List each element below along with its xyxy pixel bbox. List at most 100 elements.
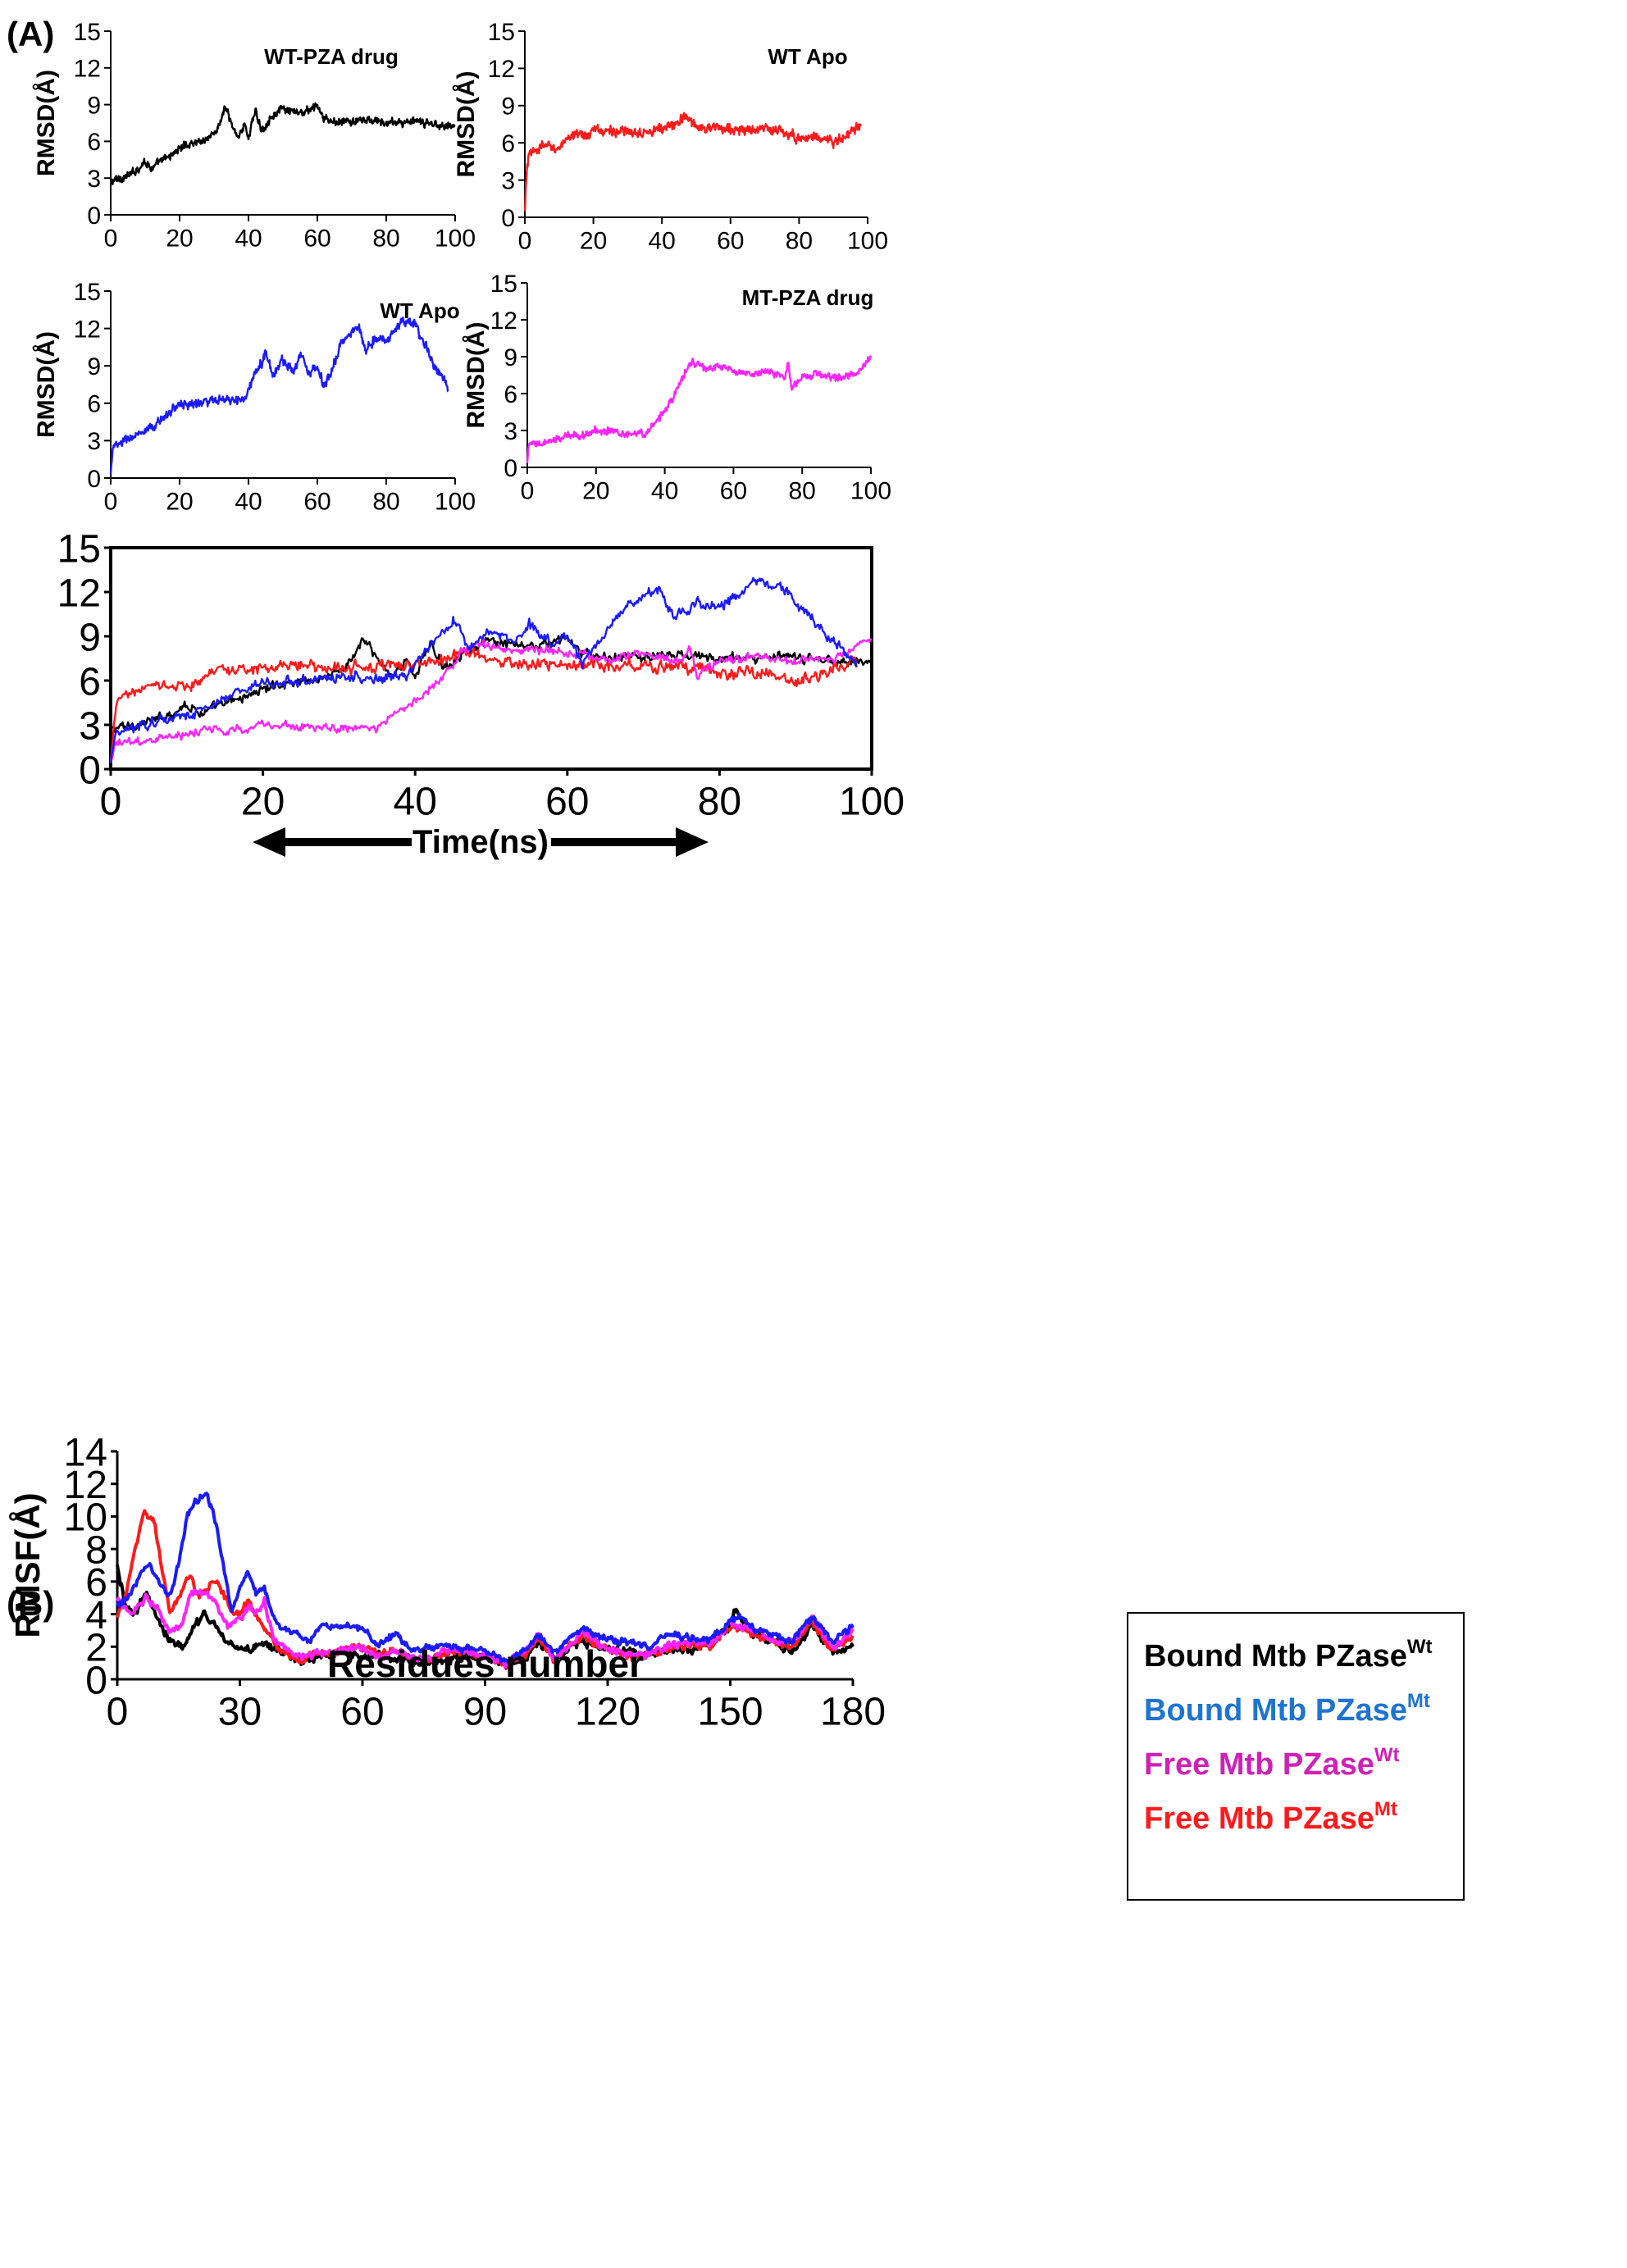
y-tick-label: 15 xyxy=(488,19,515,46)
y-tick-label: 0 xyxy=(504,455,517,482)
x-tick-label: 180 xyxy=(820,1691,886,1734)
legend-entry: Free Mtb PZaseWt xyxy=(1144,1744,1400,1782)
y-tick-label: 0 xyxy=(501,205,515,232)
x-tick-label: 60 xyxy=(303,489,330,516)
chart-rmsd-wt-pza: 0 3 6 9 12 15 0 20 40 60 80 100 RMSD(Å) WT-PZA drug xyxy=(33,19,476,253)
x-tick-label: 40 xyxy=(649,228,676,255)
x-tick-label: 80 xyxy=(372,489,399,516)
y-tick-label: 15 xyxy=(74,19,101,46)
legend-superscript: Mt xyxy=(1374,1798,1397,1820)
series-line xyxy=(109,317,449,475)
x-tick-label: 60 xyxy=(303,225,330,253)
y-tick-label: 15 xyxy=(490,271,517,298)
y-axis-title: RMSD(Å) xyxy=(33,331,60,438)
y-tick-label: 6 xyxy=(87,391,101,418)
legend-box xyxy=(1127,1612,1465,1901)
panel-annotation: WT-PZA drug xyxy=(264,44,399,69)
x-tick-label: 40 xyxy=(651,478,678,505)
y-tick-label: 9 xyxy=(87,353,101,380)
x-tick-label: 120 xyxy=(575,1691,640,1734)
series-line xyxy=(526,355,873,463)
y-tick-label: 6 xyxy=(504,381,517,408)
y-axis-title: RMSF(Å) xyxy=(8,1492,47,1637)
x-tick-label: 100 xyxy=(839,781,905,824)
x-tick-label: 90 xyxy=(463,1691,507,1734)
y-tick-label: 4 xyxy=(85,1594,107,1637)
panel-label-b: (B) xyxy=(7,1584,54,1623)
x-tick-label: 0 xyxy=(100,781,122,824)
x-tick-label: 20 xyxy=(166,225,193,253)
y-tick-label: 12 xyxy=(57,572,101,615)
y-tick-label: 0 xyxy=(79,749,101,792)
x-tick-label: 40 xyxy=(235,225,262,253)
y-tick-label: 15 xyxy=(57,527,101,571)
plot-frame xyxy=(109,546,873,771)
x-tick-label: 80 xyxy=(789,478,816,505)
y-axis-title: RMSD(Å) xyxy=(453,71,480,178)
legend-entry: Bound Mtb PZaseMt xyxy=(1144,1690,1430,1728)
y-tick-label: 6 xyxy=(87,129,101,156)
x-axis-title: Time(ns) xyxy=(412,824,549,860)
panel-annotation: WT Apo xyxy=(380,298,459,323)
x-tick-label: 0 xyxy=(104,225,118,253)
x-tick-label: 0 xyxy=(521,478,535,505)
y-tick-label: 12 xyxy=(488,56,515,83)
x-tick-label: 150 xyxy=(697,1691,763,1734)
series-line xyxy=(116,1492,855,1665)
x-tick-label: 100 xyxy=(435,225,476,253)
x-tick-label: 60 xyxy=(340,1691,384,1734)
series-line xyxy=(110,633,873,734)
y-tick-label: 9 xyxy=(504,344,517,371)
x-tick-label: 100 xyxy=(847,228,888,255)
legend-label: Free Mtb PZase xyxy=(1144,1747,1374,1782)
y-tick-label: 3 xyxy=(501,167,515,194)
x-tick-label: 60 xyxy=(717,228,744,255)
x-tick-label: 80 xyxy=(698,781,741,824)
x-tick-label: 60 xyxy=(720,478,747,505)
x-tick-label: 30 xyxy=(218,1691,262,1734)
chart-rmsd-mt-pza: 0 3 6 9 12 15 0 20 40 60 80 100 RMSD(Å) MT-PZA drug xyxy=(463,271,891,505)
x-tick-label: 100 xyxy=(435,489,476,516)
x-tick-label: 0 xyxy=(104,489,118,516)
legend-entry: Free Mtb PZaseMt xyxy=(1144,1798,1397,1836)
legend-label: Free Mtb PZase xyxy=(1144,1801,1374,1836)
y-tick-label: 2 xyxy=(85,1627,107,1670)
panel-label-a: (A) xyxy=(7,15,54,53)
legend-label: Bound Mtb PZase xyxy=(1144,1693,1407,1728)
x-tick-label: 80 xyxy=(786,228,813,255)
y-tick-label: 10 xyxy=(64,1496,107,1540)
y-tick-label: 0 xyxy=(87,466,101,493)
y-tick-label: 14 xyxy=(64,1431,107,1474)
series-line xyxy=(109,638,873,764)
legend-superscript: Wt xyxy=(1407,1636,1433,1658)
x-tick-label: 20 xyxy=(580,228,607,255)
y-tick-label: 3 xyxy=(79,704,101,748)
legend-label: Bound Mtb PZase xyxy=(1144,1639,1407,1674)
x-tick-label: 40 xyxy=(235,489,262,516)
y-axis-title: RMSD(Å) xyxy=(463,322,490,429)
right-arrow-head xyxy=(676,827,709,857)
x-tick-label: 20 xyxy=(241,781,285,824)
x-tick-label: 20 xyxy=(166,489,193,516)
y-tick-label: 9 xyxy=(501,93,515,121)
x-tick-label: 0 xyxy=(518,228,532,255)
series-line xyxy=(523,112,862,212)
legend-superscript: Mt xyxy=(1407,1690,1430,1712)
x-tick-label: 60 xyxy=(545,781,589,824)
x-tick-label: 20 xyxy=(582,478,609,505)
x-tick-label: 40 xyxy=(394,781,437,824)
y-axis-title: RMSD(Å) xyxy=(33,70,60,176)
chart-rmsd-wt-apo-red: 0 3 6 9 12 15 0 20 40 60 80 100 RMSD(Å) WT Apo xyxy=(453,19,888,255)
y-tick-label: 0 xyxy=(87,203,101,230)
y-tick-label: 0 xyxy=(85,1659,107,1702)
left-arrow-head xyxy=(253,827,285,857)
series-line xyxy=(109,647,858,762)
y-tick-label: 8 xyxy=(85,1528,107,1572)
y-tick-label: 9 xyxy=(79,616,101,659)
y-tick-label: 12 xyxy=(490,307,517,335)
y-tick-label: 3 xyxy=(87,166,101,193)
y-tick-label: 12 xyxy=(74,316,101,343)
x-tick-label: 0 xyxy=(107,1691,129,1734)
